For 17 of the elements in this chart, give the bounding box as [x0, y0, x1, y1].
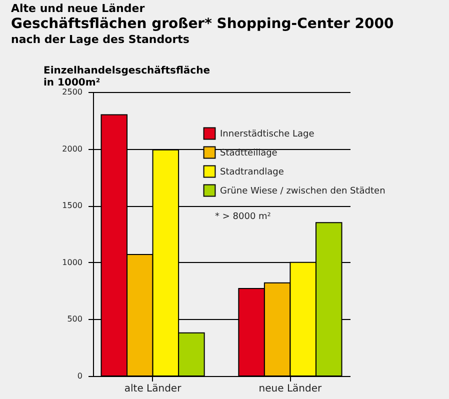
chart-title: Geschäftsflächen großer* Shopping-Center 2000	[11, 16, 394, 32]
annotation: * > 8000 m²	[215, 212, 272, 222]
x-tick-label: alte Länder	[124, 384, 182, 394]
legend-label: Stadtteillage	[220, 148, 278, 158]
legend-label: Stadtrandlage	[220, 168, 284, 178]
text: Alte und neue Länder	[11, 2, 146, 15]
legend-label: Grüne Wiese / zwischen den Städten	[220, 186, 386, 196]
y-tick-label: 1500	[62, 201, 82, 210]
legend-label: Innerstädtische Lage	[220, 130, 315, 140]
y-tick-label: 0	[77, 372, 82, 380]
x-tick-label: neue Länder	[258, 384, 323, 394]
y-tick-label: 2500	[62, 88, 82, 96]
y-tick-label: 2000	[62, 144, 82, 154]
y-tick-label: 500	[67, 314, 82, 324]
chart-subtitle: nach der Lage des Standorts	[11, 33, 190, 46]
y-axis-title: Einzelhandelsgeschäftsfläche in 1000m²	[44, 66, 210, 88]
y-tick-label: 1000	[62, 258, 82, 267]
